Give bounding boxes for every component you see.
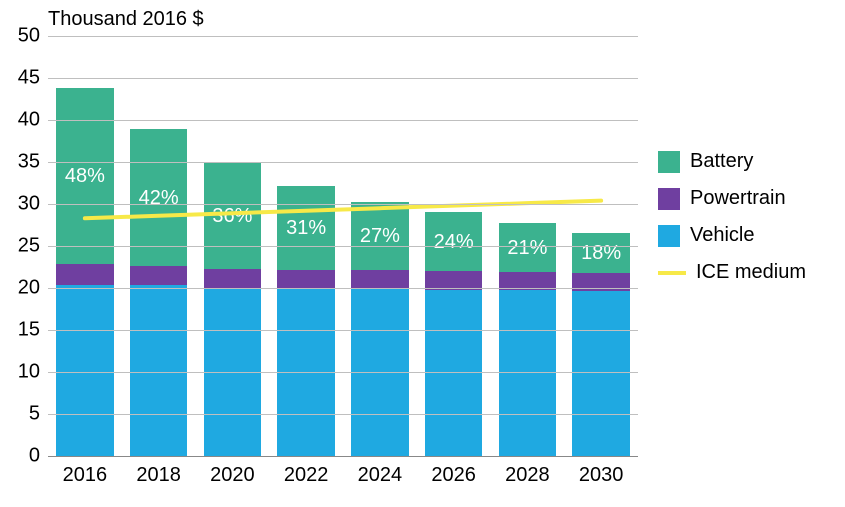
- grid-line: [48, 204, 638, 205]
- grid-line: [48, 162, 638, 163]
- legend: Battery Powertrain Vehicle ICE medium: [658, 150, 806, 298]
- battery-percent-label: 24%: [425, 231, 483, 254]
- bar-segment-powertrain: [425, 271, 483, 289]
- chart-container: Thousand 2016 $ 48%42%36%31%27%24%21%18%…: [0, 0, 845, 507]
- grid-line: [48, 414, 638, 415]
- grid-line: [48, 372, 638, 373]
- x-tick-label: 2022: [284, 456, 329, 487]
- legend-label: ICE medium: [696, 261, 806, 284]
- legend-label: Vehicle: [690, 224, 755, 247]
- grid-line: [48, 36, 638, 37]
- grid-line: [48, 120, 638, 121]
- plot-area: 48%42%36%31%27%24%21%18% 051015202530354…: [48, 36, 638, 457]
- legend-swatch: [658, 188, 680, 210]
- y-tick-label: 50: [18, 25, 48, 48]
- y-tick-label: 0: [29, 445, 48, 468]
- legend-label: Powertrain: [690, 187, 786, 210]
- legend-swatch: [658, 225, 680, 247]
- grid-line: [48, 246, 638, 247]
- bar-segment-vehicle: [130, 285, 188, 456]
- y-tick-label: 40: [18, 109, 48, 132]
- x-tick-label: 2018: [136, 456, 181, 487]
- y-tick-label: 5: [29, 403, 48, 426]
- bar-segment-vehicle: [572, 291, 630, 456]
- battery-percent-label: 21%: [499, 237, 557, 260]
- y-tick-label: 15: [18, 319, 48, 342]
- bar-segment-powertrain: [277, 270, 335, 288]
- grid-line: [48, 78, 638, 79]
- battery-percent-label: 48%: [56, 165, 114, 188]
- bar-segment-powertrain: [204, 269, 262, 288]
- y-axis-title: Thousand 2016 $: [48, 8, 204, 31]
- battery-percent-label: 36%: [204, 205, 262, 228]
- legend-item-powertrain: Powertrain: [658, 187, 806, 210]
- x-tick-label: 2024: [358, 456, 403, 487]
- bar-segment-vehicle: [56, 285, 114, 456]
- x-tick-label: 2028: [505, 456, 550, 487]
- legend-swatch: [658, 151, 680, 173]
- battery-percent-label: 42%: [130, 187, 188, 210]
- bar-segment-powertrain: [130, 266, 188, 285]
- legend-item-battery: Battery: [658, 150, 806, 173]
- grid-line: [48, 330, 638, 331]
- y-tick-label: 45: [18, 67, 48, 90]
- bar-segment-powertrain: [351, 270, 409, 288]
- y-tick-label: 30: [18, 193, 48, 216]
- y-tick-label: 10: [18, 361, 48, 384]
- x-tick-label: 2026: [431, 456, 476, 487]
- grid-line: [48, 288, 638, 289]
- battery-percent-label: 31%: [277, 217, 335, 240]
- legend-line-swatch: [658, 271, 686, 275]
- battery-percent-label: 27%: [351, 225, 409, 248]
- y-tick-label: 35: [18, 151, 48, 174]
- legend-item-ice_medium: ICE medium: [658, 261, 806, 284]
- x-tick-label: 2030: [579, 456, 624, 487]
- y-tick-label: 20: [18, 277, 48, 300]
- bar-segment-powertrain: [56, 264, 114, 285]
- y-tick-label: 25: [18, 235, 48, 258]
- legend-item-vehicle: Vehicle: [658, 224, 806, 247]
- legend-label: Battery: [690, 150, 753, 173]
- x-tick-label: 2016: [63, 456, 108, 487]
- x-tick-label: 2020: [210, 456, 255, 487]
